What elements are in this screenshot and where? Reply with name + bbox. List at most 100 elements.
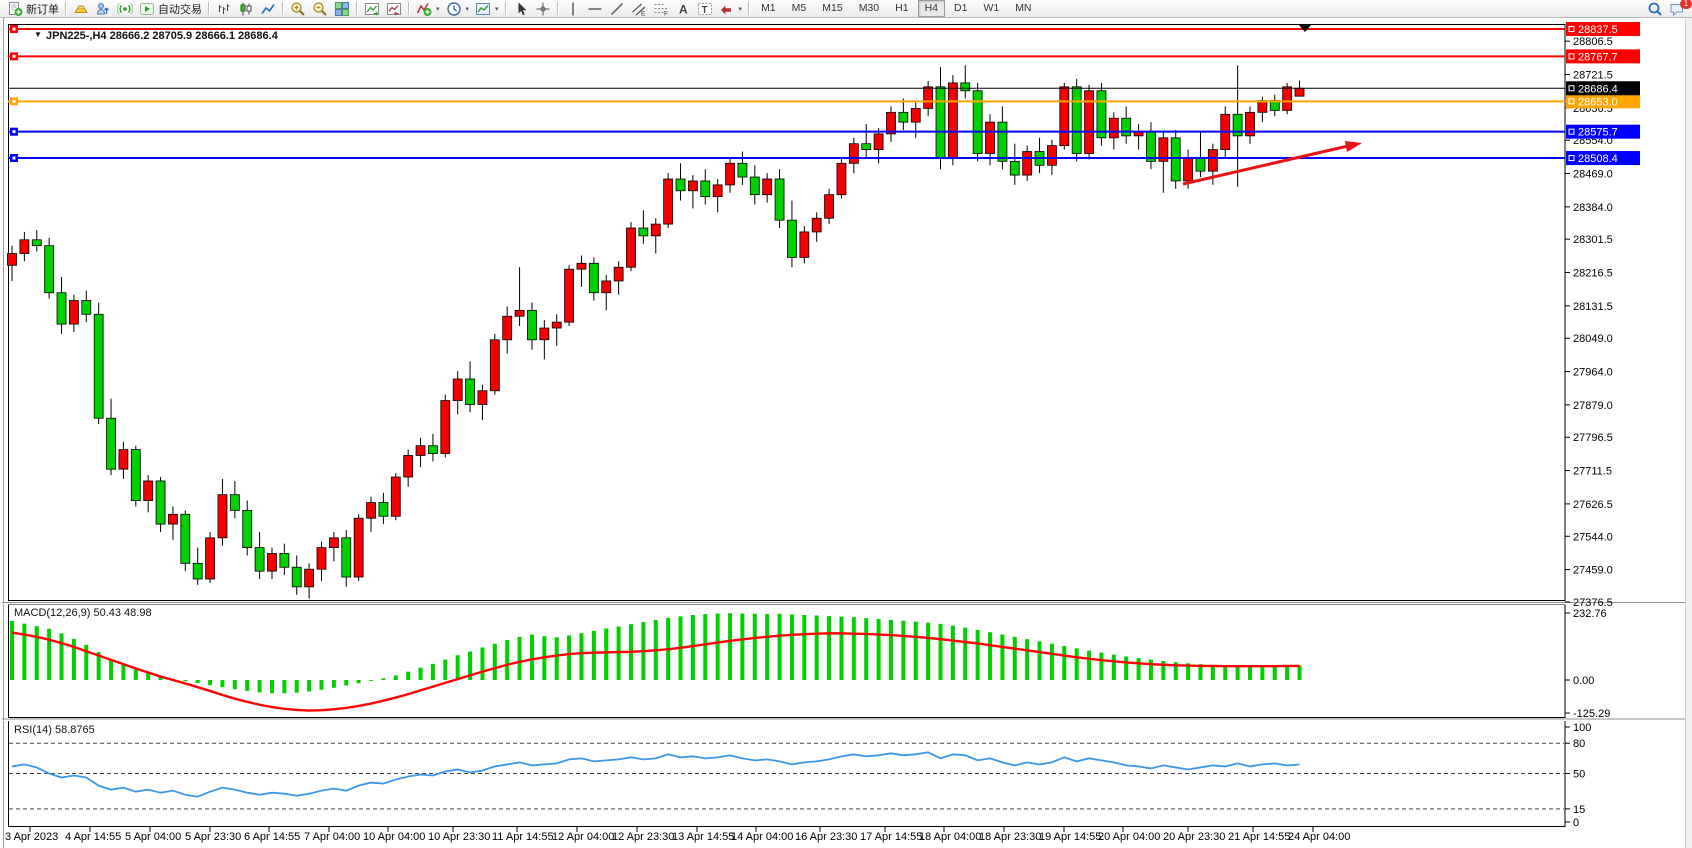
- trendline-tool-button[interactable]: [606, 0, 628, 17]
- chevron-down-icon: ▾: [738, 5, 743, 13]
- toolbar-separator: [65, 2, 67, 15]
- time-tick-label: 11 Apr 14:55: [492, 831, 554, 843]
- macd-tick-label: 232.76: [1573, 608, 1607, 620]
- timeframe-button-H4[interactable]: H4: [917, 0, 945, 17]
- candle-body: [44, 245, 55, 294]
- time-tick-label: 4 Apr 14:55: [65, 831, 121, 843]
- price-tick-label: 27544.0: [1573, 531, 1613, 543]
- zoom-out-button[interactable]: [309, 0, 331, 17]
- candle-body: [848, 143, 859, 164]
- candlestick-mode-button[interactable]: [235, 0, 257, 17]
- candle-body: [1084, 90, 1094, 154]
- svg-text:A: A: [679, 2, 688, 16]
- bar-chart-mode-button[interactable]: [213, 0, 235, 17]
- time-tick-label: 20 Apr 23:30: [1163, 831, 1225, 843]
- hline-icon: [588, 7, 602, 10]
- chart-shift-button[interactable]: [383, 0, 405, 17]
- timeframe-button-M5[interactable]: M5: [791, 2, 807, 14]
- horizontal-line-tool-button[interactable]: [584, 0, 606, 17]
- candle-body: [576, 262, 587, 270]
- candle-body: [1059, 86, 1070, 147]
- candle-body: [353, 517, 364, 578]
- price-tick-label: 28384.0: [1573, 202, 1613, 214]
- chevron-down-icon[interactable]: ▼: [34, 30, 42, 39]
- periods-button[interactable]: ▾: [443, 0, 473, 17]
- trend-arrow-line[interactable]: [1182, 144, 1349, 186]
- candle-body: [403, 455, 414, 478]
- chevron-down-icon: ▾: [495, 5, 499, 13]
- channel-icon: E: [631, 3, 646, 17]
- candle-body: [477, 390, 488, 405]
- templates-button[interactable]: ▾: [472, 0, 502, 17]
- candle-body: [106, 417, 116, 470]
- publish-button[interactable]: [92, 0, 114, 17]
- candle-body: [886, 111, 896, 135]
- candle-body: [118, 449, 129, 470]
- crosshair-tool-button[interactable]: [532, 0, 554, 17]
- timeframe-button-M30[interactable]: M30: [858, 2, 880, 14]
- vertical-line-tool-button[interactable]: [562, 0, 584, 17]
- candle-body: [811, 217, 822, 233]
- hline-handle-center: [12, 156, 16, 160]
- window-right-edge: [1686, 18, 1692, 848]
- price-badge-label: 28686.4: [1578, 83, 1618, 95]
- signal-icon: [117, 2, 133, 15]
- autotrading-button[interactable]: 自动交易: [136, 0, 205, 17]
- text-label-tool-button[interactable]: T: [694, 0, 716, 17]
- arrows-tool-button[interactable]: ▾: [716, 0, 746, 17]
- notification-badge: 1: [1680, 0, 1692, 9]
- candle-body: [69, 300, 79, 325]
- candle-body: [304, 568, 315, 588]
- price-badges: 28837.5 28767.7 28653.0 28575.7 28508.4 28686…: [1566, 22, 1640, 166]
- price-tick-label: 27626.5: [1573, 499, 1613, 511]
- zoom-in-button[interactable]: [287, 0, 309, 17]
- text-tool-button[interactable]: A: [672, 0, 694, 17]
- candle-body: [229, 494, 240, 511]
- line-chart-mode-button[interactable]: [257, 0, 279, 17]
- price-badge-label: 28767.7: [1578, 51, 1618, 63]
- timeframe-button-W1[interactable]: W1: [983, 2, 1000, 14]
- vline-icon: [571, 2, 574, 15]
- timeframe-button-M1[interactable]: M1: [761, 2, 776, 14]
- signal-button[interactable]: [114, 0, 136, 17]
- candle-body: [1170, 137, 1181, 182]
- gold-button[interactable]: [70, 0, 92, 17]
- timeframe-button-D1[interactable]: D1: [954, 2, 968, 14]
- channel-tool-button[interactable]: E: [628, 0, 650, 17]
- timeframe-button-H1[interactable]: H1: [895, 2, 909, 14]
- candle-body: [19, 239, 30, 254]
- cursor-tool-button[interactable]: [510, 0, 532, 17]
- chat-button[interactable]: 1: [1666, 0, 1692, 17]
- indicators-button[interactable]: ▾: [413, 0, 443, 17]
- toolbar-separator: [408, 2, 410, 15]
- candle-body: [1096, 90, 1107, 139]
- time-tick-label: 13 Apr 14:55: [672, 831, 734, 843]
- price-axis: 28806.528721.528636.528554.028469.028384…: [1565, 36, 1613, 609]
- zoom-out-icon: [313, 1, 327, 16]
- candle-body: [675, 178, 686, 192]
- arrows-icon: [720, 5, 731, 15]
- candle-body: [1009, 160, 1020, 176]
- search-button[interactable]: [1644, 0, 1666, 17]
- timeframe-button-MN[interactable]: MN: [1015, 2, 1032, 14]
- panel-borders: [2, 24, 1685, 827]
- rsi-indicator: [11, 751, 1300, 798]
- candle-body: [56, 292, 67, 325]
- chart-shift-marker[interactable]: [1299, 25, 1311, 32]
- candle-body: [638, 227, 649, 237]
- candle-body: [205, 537, 215, 580]
- price-badge-marker: [1568, 98, 1575, 105]
- candle-body: [836, 162, 847, 196]
- tile-windows-button[interactable]: [331, 0, 353, 17]
- candle-body: [390, 476, 401, 517]
- time-tick-label: 6 Apr 14:55: [244, 831, 300, 843]
- candle-body: [626, 227, 636, 268]
- rsi-axis: 100 80 50 150: [9, 722, 1591, 829]
- fibonacci-tool-button[interactable]: F: [650, 0, 672, 17]
- new-order-button[interactable]: 新订单: [4, 0, 62, 17]
- trend-arrow-annotation[interactable]: [1182, 141, 1362, 186]
- timeframe-button-M15[interactable]: M15: [822, 2, 843, 14]
- candle-body: [737, 162, 748, 178]
- auto-scroll-button[interactable]: [361, 0, 383, 17]
- price-badge: [1566, 124, 1640, 139]
